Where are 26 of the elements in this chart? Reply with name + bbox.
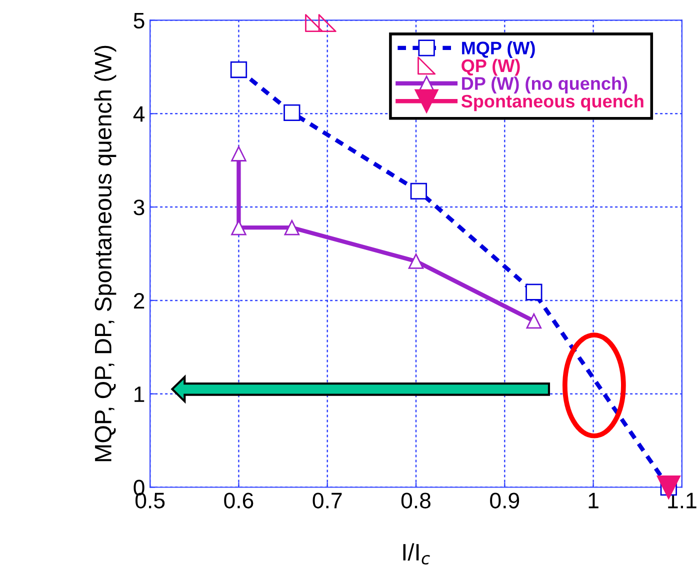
y-axis-title: MQP, QP, DP, Spontaneous quench (W)	[94, 46, 116, 462]
legend-label: Spontaneous quench	[461, 94, 644, 112]
point	[526, 284, 542, 300]
x-tick-label: 0.6	[224, 492, 254, 508]
point	[305, 14, 324, 32]
y-tick-label: 2	[134, 292, 144, 308]
y-tick-label: 4	[133, 106, 145, 122]
point	[284, 104, 300, 122]
point	[230, 61, 248, 78]
y-tick-label: 3	[134, 200, 144, 216]
point	[408, 254, 424, 269]
legend-label: QP (W)	[462, 58, 520, 76]
x-tick-label: 0.8	[401, 492, 430, 508]
x-tick-label: 0.9	[490, 492, 520, 508]
y-tick-label: 1	[134, 386, 144, 402]
point	[526, 313, 542, 329]
x-axis-title: I/I$_{c}$	[403, 543, 430, 564]
legend-label: MQP (W)	[462, 41, 535, 58]
point	[231, 146, 246, 162]
x-tick-label: 1	[588, 492, 598, 508]
point	[410, 182, 427, 200]
point	[284, 220, 300, 236]
x-tick-label: 0.7	[312, 492, 342, 508]
legend-label: DP (W) (no quench)	[462, 76, 628, 94]
point	[318, 14, 336, 32]
y-tick-label: 5	[134, 12, 144, 28]
